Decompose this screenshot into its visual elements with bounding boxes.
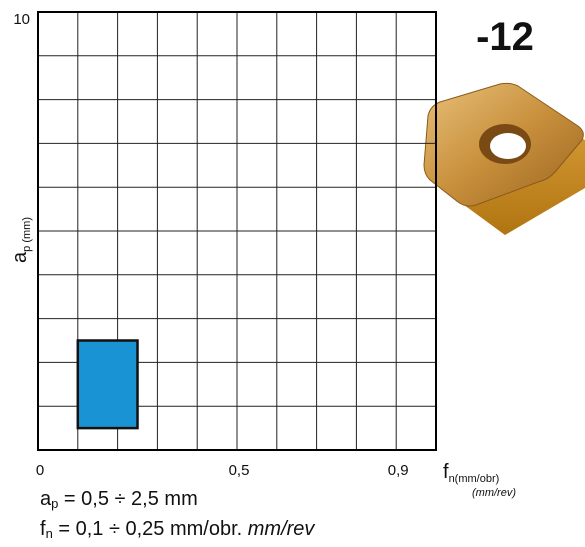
- x-tick-label: 0,5: [229, 462, 250, 479]
- x-tick-label: 0: [36, 462, 44, 479]
- x-label-sub: n(mm/obr): [449, 473, 500, 485]
- annotation: fn = 0,1 ÷ 0,25 mm/obr. mm/rev: [40, 518, 315, 541]
- ann-main: a: [40, 488, 52, 510]
- x-tick-label: 0,9: [388, 462, 409, 479]
- y-axis-label: ap (mm): [9, 217, 33, 263]
- range-box: [76, 339, 139, 430]
- chart-title: -12: [476, 15, 534, 59]
- plot-frame: [37, 11, 437, 451]
- x-label-sub2: (mm/rev): [472, 487, 516, 499]
- y-label-sub: p (mm): [21, 217, 33, 252]
- annotation: ap = 0,5 ÷ 2,5 mm: [40, 488, 198, 511]
- ann-sub: p: [51, 496, 58, 511]
- ann-main: f: [40, 518, 46, 540]
- ann-sub: n: [46, 526, 53, 541]
- y-label-main: a: [9, 251, 31, 263]
- x-label-main: f: [443, 461, 449, 483]
- ann-text: = 0,1 ÷ 0,25 mm/obr.: [53, 518, 248, 540]
- ann-italic: mm/rev: [248, 518, 316, 540]
- ann-text: = 0,5 ÷ 2,5 mm: [58, 488, 197, 510]
- y-tick-label: 10: [13, 11, 30, 28]
- insert-image: [423, 82, 585, 235]
- x-axis-label: fn(mm/obr): [443, 461, 499, 485]
